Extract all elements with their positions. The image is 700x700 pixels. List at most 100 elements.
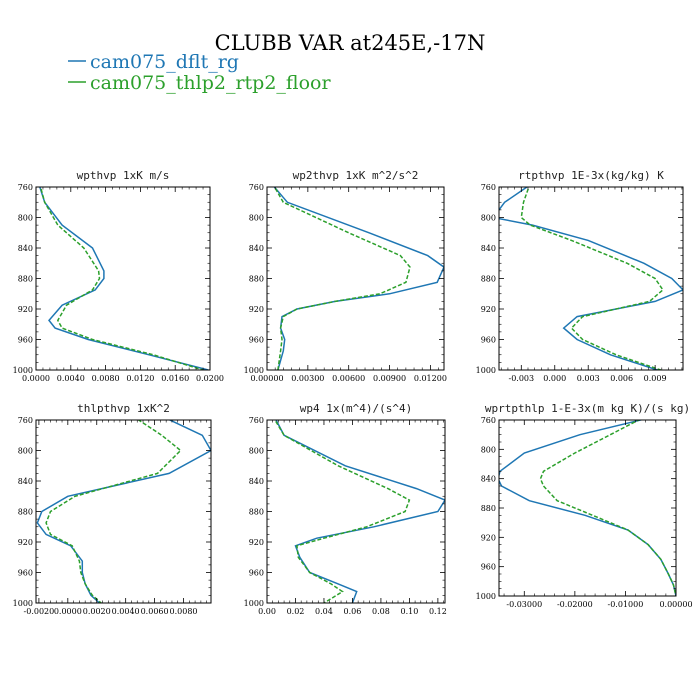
- panel-3-ytick-label: 1000: [476, 366, 496, 375]
- panel-4-ytick-label: 800: [18, 447, 33, 456]
- panel-1: wpthvp 1xK m/s 0.0000 0.0040 0.0080 0.0120 0.…: [13, 169, 224, 383]
- legend-label-1: cam075_dflt_rg: [90, 51, 239, 73]
- panel-2-xtick-label: 0.00000: [250, 374, 283, 383]
- panel-1-ytick-label: 920: [18, 305, 33, 314]
- panel-5-ytick-label: 880: [249, 508, 264, 517]
- panel-5-ytick-label: 960: [249, 569, 264, 578]
- panel-3: rtpthvp 1E-3x(kg/kg) K -0.003 0.000 0.003 0.…: [476, 169, 684, 383]
- panel-4-frame: [35, 419, 212, 604]
- panel-6-xtick-label: -0.02000: [557, 600, 593, 609]
- panel-3-xtick-label: 0.003: [577, 374, 600, 383]
- panel-6-ytick-label: 800: [481, 445, 496, 454]
- panel-6-lines: [499, 420, 676, 596]
- panel-3-ytick-label: 920: [481, 305, 496, 314]
- panel-1-ytick-label: 840: [18, 244, 33, 253]
- panel-3-ytick-label: 840: [481, 244, 496, 253]
- panel-4-xtick-label: 0.0040: [112, 607, 140, 616]
- panel-4-series-1-line: [36, 420, 211, 603]
- panel-5-ytick-label: 840: [249, 477, 264, 486]
- panel-5-title: wp4 1x(m^4)/(s^4): [300, 402, 413, 415]
- panel-6-ytick-label: 960: [481, 563, 496, 572]
- panel-2: wp2thvp 1xK m^2/s^2 0.00000 0.00300 0.00600…: [244, 169, 447, 383]
- panel-5-ytick-label: 800: [249, 447, 264, 456]
- panel-3-xtick-label: 0.009: [644, 374, 667, 383]
- panel-2-xtick-label: 0.00300: [291, 374, 324, 383]
- panel-2-ytick-label: 880: [249, 275, 264, 284]
- panel-5-xtick-label: 0.04: [315, 607, 333, 616]
- panel-6-xtick-label: -0.03000: [506, 600, 542, 609]
- panel-3-ytick-label: 960: [481, 336, 496, 345]
- panel-1-xtick-label: 0.0080: [92, 374, 120, 383]
- panel-3-title: rtpthvp 1E-3x(kg/kg) K: [518, 169, 664, 182]
- panel-2-ytick-label: 1000: [244, 366, 264, 375]
- panel-1-xtick-label: 0.0160: [161, 374, 189, 383]
- panel-6-title: wprtpthlp 1-E-3x(m kg K)/(s kg): [485, 402, 690, 415]
- panel-2-ytick-label: 800: [249, 214, 264, 223]
- panel-5-ytick-label: 760: [249, 416, 264, 425]
- panel-1-ytick-label: 760: [18, 183, 33, 192]
- panel-2-frame: [266, 186, 445, 371]
- panel-6-ytick-label: 880: [481, 504, 496, 513]
- panel-6-ytick-label: 760: [481, 416, 496, 425]
- panel-2-ytick-label: 760: [249, 183, 264, 192]
- panel-5-frame: [266, 419, 446, 604]
- panel-3-xtick-label: -0.003: [508, 374, 534, 383]
- panel-6-ytick-label: 920: [481, 533, 496, 542]
- panel-4-xtick-label: 0.0080: [170, 607, 198, 616]
- panel-3-ytick-label: 800: [481, 214, 496, 223]
- panel-3-ytick-label: 880: [481, 275, 496, 284]
- panel-5: wp4 1x(m^4)/(s^4) 0.00 0.02 0.04 0.06 0.08 0.1…: [244, 402, 447, 616]
- panel-4-xtick-label: 0.0000: [54, 607, 82, 616]
- panel-5-xtick-label: 0.06: [344, 607, 362, 616]
- panel-5-xtick-label: 0.12: [429, 607, 447, 616]
- panel-1-xtick-label: 0.0040: [57, 374, 85, 383]
- panel-4-xtick-label: 0.0020: [83, 607, 111, 616]
- panels: wpthvp 1xK m/s 0.0000 0.0040 0.0080 0.0120 0.…: [13, 169, 693, 616]
- panel-1-xtick-label: 0.0000: [22, 374, 50, 383]
- panel-5-ytick-label: 920: [249, 538, 264, 547]
- panel-1-series-2-line: [39, 187, 204, 370]
- panel-4: thlpthvp 1xK^2-0.0020 0.0000 0.0020 0.0040 0…: [13, 402, 212, 616]
- panel-6-ytick-label: 1000: [476, 592, 496, 601]
- panel-5-ytick-label: 1000: [244, 599, 264, 608]
- panel-6-series-2-line: [539, 420, 676, 596]
- panel-3-xtick-label: 0.000: [543, 374, 566, 383]
- panel-6-series-1-line: [499, 420, 676, 596]
- panel-6: wprtpthlp 1-E-3x(m kg K)/(s kg) -0.03000 -…: [476, 402, 693, 609]
- panel-4-ytick-label: 920: [18, 538, 33, 547]
- legend-label-2: cam075_thlp2_rtp2_floor: [90, 72, 331, 94]
- panel-4-ytick-label: 960: [18, 569, 33, 578]
- panel-6-frame: [498, 419, 677, 597]
- panel-2-series-2-line: [273, 187, 411, 370]
- panel-1-ytick-label: 960: [18, 336, 33, 345]
- panel-6-ytick-label: 840: [481, 475, 496, 484]
- legend: cam075_dflt_rg cam075_thlp2_rtp2_floor: [68, 51, 331, 94]
- panel-5-xtick-label: 0.00: [258, 607, 276, 616]
- panel-6-xtick-label: -0.01000: [608, 600, 644, 609]
- panel-5-xtick-label: 0.10: [400, 607, 418, 616]
- panel-5-lines: [274, 420, 445, 603]
- panel-4-title: thlpthvp 1xK^2: [77, 402, 170, 415]
- panel-2-xtick-label: 0.00600: [332, 374, 365, 383]
- panel-4-xtick-label: 0.0060: [141, 607, 169, 616]
- panel-5-xtick-label: 0.08: [372, 607, 390, 616]
- panel-1-ytick-label: 880: [18, 275, 33, 284]
- panel-4-ytick-label: 1000: [13, 599, 33, 608]
- panel-4-ytick-label: 840: [18, 477, 33, 486]
- panel-2-lines: [273, 187, 444, 370]
- panel-2-ytick-label: 960: [249, 336, 264, 345]
- panel-5-series-2-line: [274, 420, 411, 603]
- panel-3-ytick-label: 760: [481, 183, 496, 192]
- panel-5-series-1-line: [275, 420, 445, 603]
- panel-4-series-2-line: [45, 420, 182, 603]
- panel-2-xtick-label: 0.01200: [414, 374, 447, 383]
- panel-5-xtick-label: 0.02: [287, 607, 305, 616]
- panel-2-ytick-label: 840: [249, 244, 264, 253]
- panel-4-lines: [36, 420, 211, 603]
- panel-1-frame: [35, 186, 211, 371]
- panel-1-series-1-line: [39, 187, 209, 370]
- panel-4-xtick-label: -0.0020: [24, 607, 55, 616]
- figure-title: CLUBB VAR at245E,-17N: [215, 31, 486, 55]
- panel-1-xtick-label: 0.0200: [196, 374, 224, 383]
